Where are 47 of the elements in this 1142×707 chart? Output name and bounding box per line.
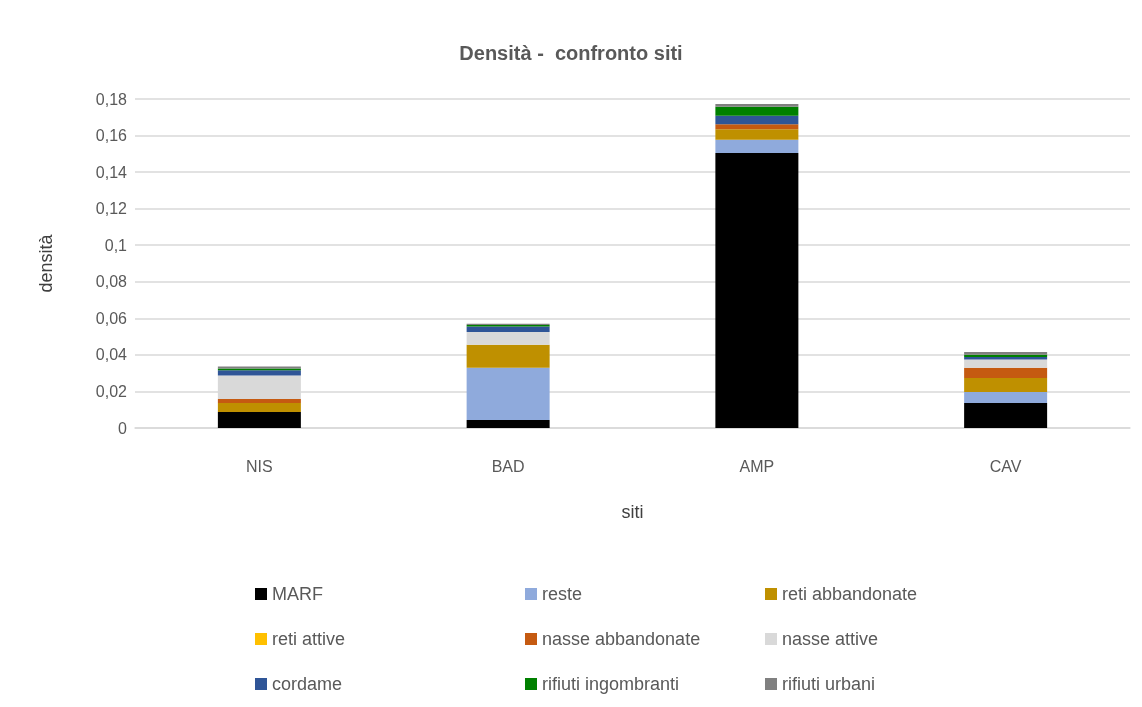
legend-label: rifiuti urbani [782,674,876,694]
bar [466,419,550,428]
bar [217,370,301,376]
y-tick-label: 0,12 [95,200,128,218]
bar [217,398,301,403]
x-tick-label: NIS [246,457,273,475]
y-axis-title: densità [36,233,56,293]
legend-label: reste [542,584,583,604]
chart-title: Densità - confronto siti [459,42,683,64]
legend-label: MARF [272,584,323,604]
y-tick-label: 0,1 [104,236,128,254]
x-tick-label: AMP [739,457,775,475]
legend-label: reti abbandonate [782,584,918,604]
bar [466,344,550,368]
y-tick-label: 0,18 [95,90,128,108]
bar [217,412,301,428]
y-tick-label: 0,04 [95,346,128,364]
bar [964,391,1048,403]
bar [964,367,1048,378]
y-tick-label: 0 [118,419,128,437]
bar [964,377,1048,392]
x-tick-label: BAD [491,457,525,475]
bar [715,153,799,428]
bar [715,139,799,154]
bar [715,106,799,116]
bar [715,124,799,130]
legend-label: reti attive [272,629,346,649]
legend-label: rifiuti ingombranti [542,674,680,694]
bar [715,115,799,125]
y-tick-label: 0,06 [95,309,128,327]
bar [964,402,1048,428]
x-axis-title: siti [621,502,644,522]
bar [466,326,550,333]
bar [217,402,301,413]
y-tick-label: 0,08 [95,273,128,291]
bar [715,103,799,107]
legend-label: nasse attive [782,629,879,649]
bar [466,332,550,345]
legend-label: nasse abbandonate [542,629,701,649]
bar [715,129,799,140]
y-tick-label: 0,02 [95,382,128,400]
x-tick-label: CAV [989,457,1022,475]
bar [964,359,1048,368]
y-tick-label: 0,16 [95,127,128,145]
bar [466,367,550,420]
legend-label: cordame [272,674,343,694]
y-tick-label: 0,14 [95,163,128,181]
